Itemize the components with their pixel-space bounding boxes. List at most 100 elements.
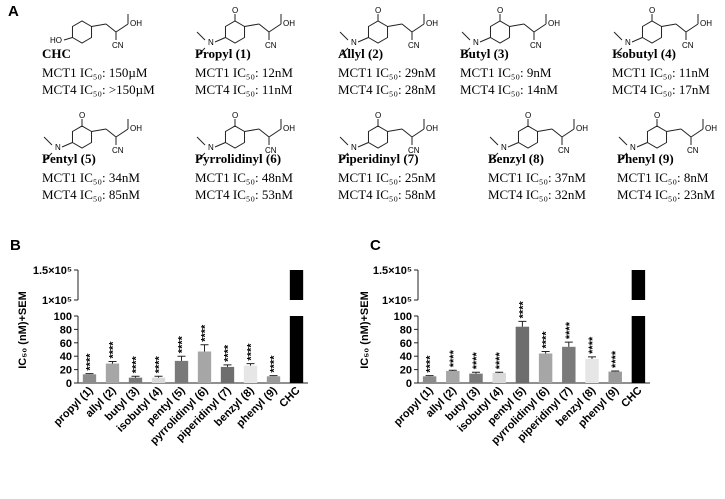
error-bar <box>177 355 186 361</box>
bond <box>357 37 369 43</box>
significance: **** <box>200 324 212 342</box>
bond <box>105 128 117 138</box>
bond <box>461 31 471 41</box>
atom-label: O <box>232 6 238 15</box>
mct1-ic50: MCT1 IC₅₀: 48nM <box>195 170 293 185</box>
bond <box>339 31 349 41</box>
bond <box>631 37 643 43</box>
bond <box>244 128 260 132</box>
bond <box>685 23 699 33</box>
x-tick-label: CHC <box>277 385 302 410</box>
atom-label: O <box>649 6 655 15</box>
mct1-ic50: MCT1 IC₅₀: 9nM <box>460 65 552 80</box>
error-bar <box>246 363 255 366</box>
compound-name: Pentyl (5) <box>42 151 96 166</box>
bar <box>220 366 235 383</box>
bond <box>509 23 525 27</box>
bond <box>461 47 471 57</box>
bond <box>357 142 369 148</box>
atom-label: O <box>497 6 503 15</box>
error-bar <box>518 320 527 327</box>
bond <box>401 23 413 33</box>
mct4-ic50: MCT4 IC₅₀: 11nM <box>195 82 293 97</box>
error-bar <box>611 370 620 372</box>
significance: **** <box>108 341 120 359</box>
significance: **** <box>131 355 143 373</box>
bond <box>339 47 349 57</box>
bond <box>244 23 260 27</box>
bar <box>562 346 576 383</box>
mct4-ic50: MCT4 IC₅₀: 32nM <box>488 187 586 202</box>
compound-name: CHC <box>42 46 71 61</box>
significance: **** <box>471 351 483 369</box>
y-tick-label: 80 <box>400 324 412 336</box>
bar <box>469 373 483 383</box>
bar <box>197 351 212 383</box>
bond <box>401 128 413 138</box>
atom-label: OH <box>426 124 438 133</box>
bond <box>479 37 491 43</box>
mct1-ic50: MCT1 IC₅₀: 150µM <box>42 65 148 80</box>
compound-name: Isobutyl (4) <box>612 46 676 61</box>
atom-label: N <box>501 143 507 152</box>
bar <box>538 353 553 383</box>
atom-label: O <box>525 111 531 120</box>
atom-label: OH <box>576 124 588 133</box>
bond <box>507 142 519 148</box>
atom-label: OH <box>130 124 142 133</box>
atom-label: CN <box>408 41 420 50</box>
atom-label: N <box>473 38 479 47</box>
y-tick-label: 1×10⁵ <box>382 295 412 307</box>
atom-label: CN <box>265 41 277 50</box>
bar <box>243 365 258 383</box>
bond <box>196 31 206 41</box>
mct1-ic50: MCT1 IC₅₀: 11nM <box>612 65 710 80</box>
mct4-ic50: MCT4 IC₅₀: 58nM <box>338 187 436 202</box>
bond <box>43 152 53 162</box>
ring <box>224 125 246 149</box>
bond <box>196 152 206 162</box>
atom-label: N <box>351 38 357 47</box>
significance: **** <box>154 355 166 373</box>
error-bar <box>223 364 232 367</box>
bond <box>91 128 107 132</box>
bar-upper <box>289 270 304 300</box>
significance: **** <box>425 355 437 373</box>
bond <box>91 23 107 27</box>
y-axis-label: IC₅₀ (nM)+SEM <box>359 291 371 369</box>
atom-label: N <box>351 143 357 152</box>
compound-name: Propyl (1) <box>195 46 251 61</box>
bond <box>618 152 628 162</box>
bar <box>289 316 304 383</box>
bond <box>61 142 73 148</box>
bar <box>266 376 281 383</box>
y-tick-label: 20 <box>60 365 72 377</box>
bar-upper <box>631 270 646 300</box>
bond <box>214 37 226 43</box>
mct4-ic50: MCT4 IC₅₀: 85nM <box>42 187 140 202</box>
atom-label: N <box>55 143 61 152</box>
atom-label: O <box>375 111 381 120</box>
bond <box>551 128 563 138</box>
mct1-ic50: MCT1 IC₅₀: 29nM <box>338 65 436 80</box>
atom-label: O <box>654 111 660 120</box>
bond <box>636 142 648 148</box>
atom-label: OH <box>705 124 717 133</box>
error-bar <box>472 371 480 374</box>
compound-name: Pyrrolidinyl (6) <box>195 151 281 166</box>
atom-label: N <box>630 143 636 152</box>
bond <box>105 23 117 33</box>
atom-label: O <box>375 6 381 15</box>
error-bar <box>108 361 117 364</box>
atom-label: OH <box>283 19 295 28</box>
bar <box>105 363 120 383</box>
bar <box>631 316 646 383</box>
ring <box>641 20 663 44</box>
atom-label: CN <box>530 41 542 50</box>
bar <box>422 376 437 383</box>
atom-label: O <box>232 111 238 120</box>
bar <box>585 358 599 383</box>
atom-label: O <box>79 111 85 120</box>
ring <box>489 20 511 44</box>
bond <box>63 37 73 41</box>
